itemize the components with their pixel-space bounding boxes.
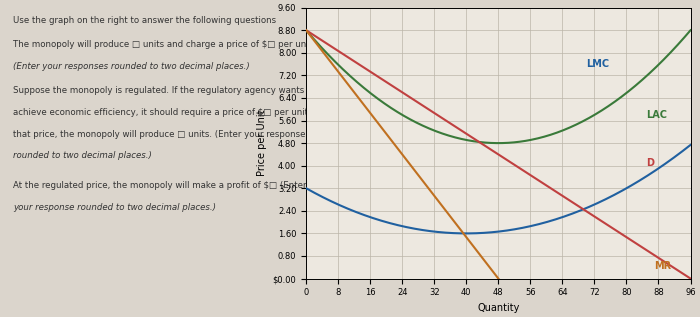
Text: LMC: LMC (587, 59, 610, 69)
Text: achieve economic efficiency, it should require a price of $□ per unit. At: achieve economic efficiency, it should r… (13, 108, 323, 117)
Text: rounded to two decimal places.): rounded to two decimal places.) (13, 151, 152, 160)
Text: that price, the monopoly will produce □ units. (Enter your responses: that price, the monopoly will produce □ … (13, 130, 310, 139)
Text: Use the graph on the right to answer the following questions: Use the graph on the right to answer the… (13, 16, 276, 25)
Text: (Enter your responses rounded to two decimal places.): (Enter your responses rounded to two dec… (13, 62, 250, 71)
Text: Suppose the monopoly is regulated. If the regulatory agency wants to: Suppose the monopoly is regulated. If th… (13, 86, 316, 95)
Text: your response rounded to two decimal places.): your response rounded to two decimal pla… (13, 203, 216, 212)
Text: D: D (647, 158, 655, 168)
Text: MR: MR (654, 261, 671, 271)
Y-axis label: Price per Unit: Price per Unit (257, 110, 267, 176)
Text: LAC: LAC (647, 110, 668, 120)
Text: The monopoly will produce □ units and charge a price of $□ per unit: The monopoly will produce □ units and ch… (13, 40, 312, 49)
X-axis label: Quantity: Quantity (477, 303, 519, 313)
Text: At the regulated price, the monopoly will make a profit of $□ (Enter: At the regulated price, the monopoly wil… (13, 181, 307, 190)
